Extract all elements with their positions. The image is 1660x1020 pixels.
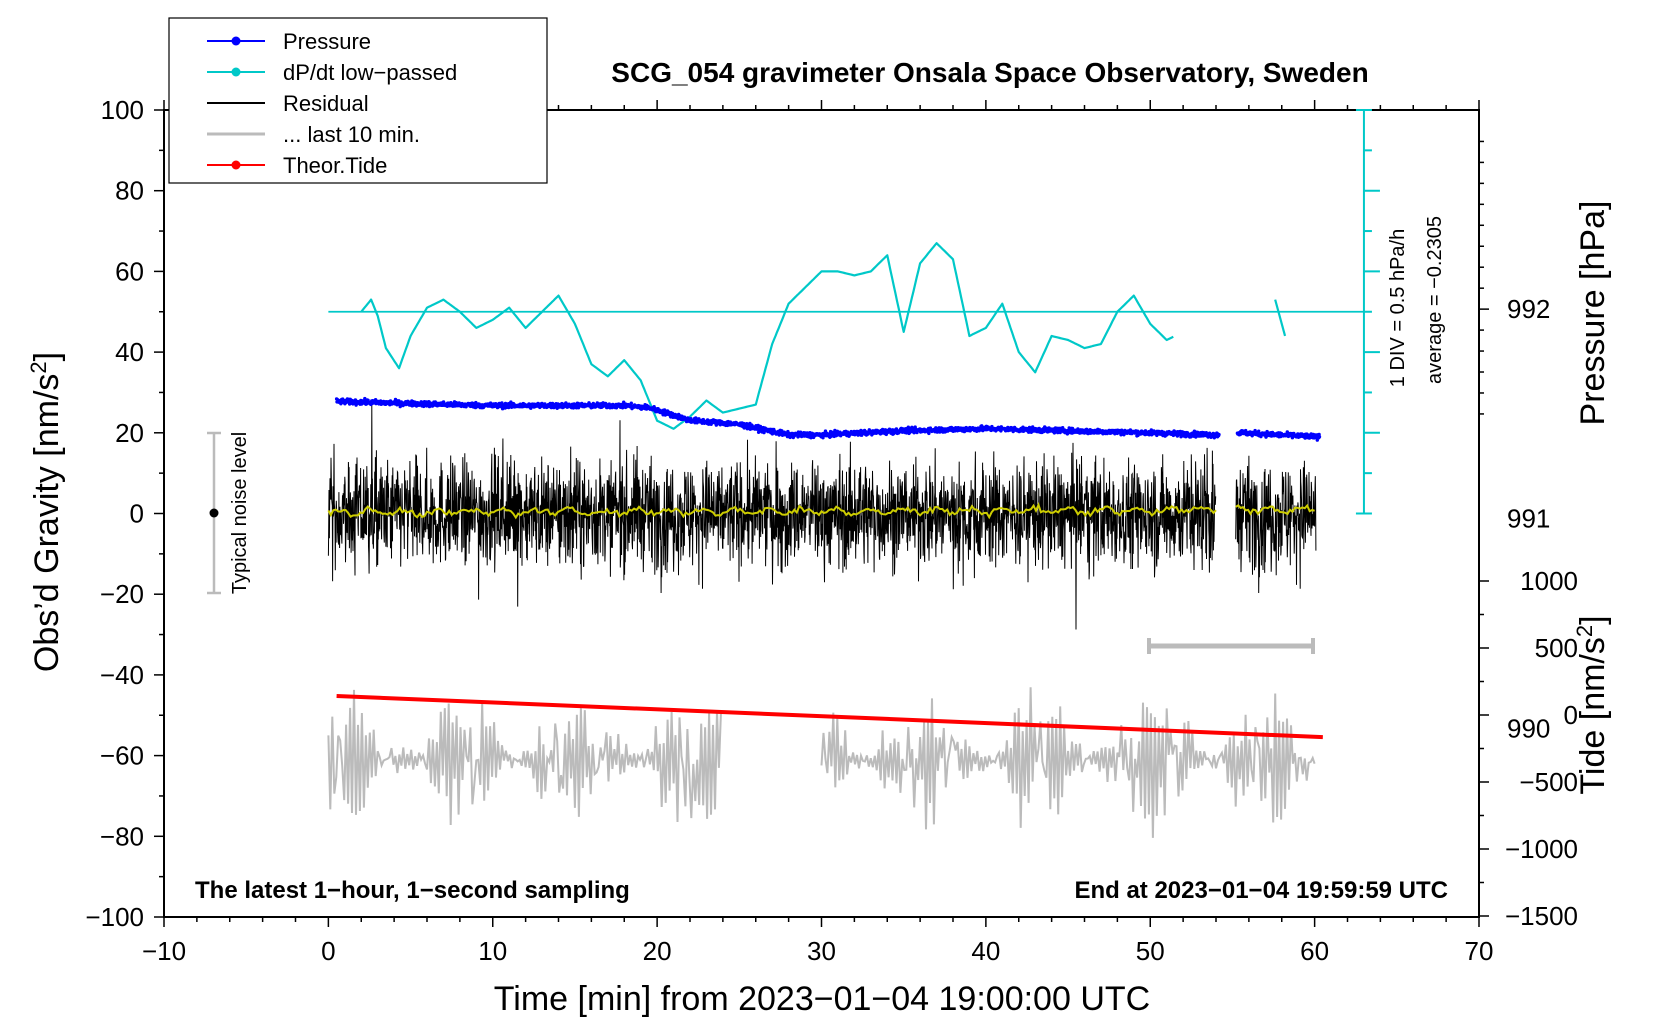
chart-title: SCG_054 gravimeter Onsala Space Observat… bbox=[611, 57, 1368, 88]
legend-marker bbox=[231, 160, 241, 170]
pressure-tick-labels: 992 991 990 bbox=[1507, 294, 1550, 743]
pressure-tick-label: 991 bbox=[1507, 504, 1550, 534]
x-tick-label: 10 bbox=[478, 936, 507, 966]
dpdt-series bbox=[328, 242, 1364, 430]
pressure-tick-label: 990 bbox=[1507, 713, 1550, 743]
residual-smoothed-line bbox=[1235, 503, 1315, 516]
y-tick-label: −80 bbox=[100, 821, 144, 851]
y-tick-label: −60 bbox=[100, 741, 144, 771]
average-label: average = −0.2305 bbox=[1424, 216, 1446, 384]
y-tick-label: 0 bbox=[130, 499, 144, 529]
y-tick-label: 20 bbox=[115, 418, 144, 448]
dpdt-late-line bbox=[1274, 299, 1287, 337]
residual-series bbox=[327, 404, 1317, 630]
x-tick-label: 20 bbox=[643, 936, 672, 966]
x-tick-label: 40 bbox=[971, 936, 1000, 966]
legend-label: Residual bbox=[283, 91, 369, 116]
pressure-series bbox=[334, 396, 1322, 442]
tide-tick-label: −1500 bbox=[1505, 901, 1578, 931]
legend-label: dP/dt low−passed bbox=[283, 60, 457, 85]
tide-tick-label: −1000 bbox=[1505, 834, 1578, 864]
x-tick-label: 60 bbox=[1300, 936, 1329, 966]
tide-tick-label: 0 bbox=[1564, 700, 1578, 730]
y-tick-label: 60 bbox=[115, 256, 144, 286]
legend: Pressure dP/dt low−passed Residual ... last… bbox=[168, 17, 548, 184]
legend-label: Theor.Tide bbox=[283, 153, 387, 178]
noise-marker bbox=[209, 508, 219, 518]
residual-line bbox=[1235, 455, 1317, 594]
y-tick-label: −20 bbox=[100, 579, 144, 609]
y-tick-label: −40 bbox=[100, 660, 144, 690]
y-tick-label: 40 bbox=[115, 337, 144, 367]
tide-tick-label: −500 bbox=[1519, 767, 1578, 797]
x-tick-label: 0 bbox=[321, 936, 335, 966]
noise-level-bar bbox=[207, 431, 221, 595]
x-tick-label: −10 bbox=[142, 936, 186, 966]
theoretical-tide-series bbox=[336, 693, 1323, 740]
tide-tick-labels: 1000 500 0 −500 −1000 −1500 bbox=[1505, 566, 1578, 931]
pressure-tick-label: 992 bbox=[1507, 294, 1550, 324]
tide-tick-label: 500 bbox=[1535, 633, 1578, 663]
residual-line bbox=[327, 404, 1217, 630]
pressure-axis-title: Pressure [hPa] bbox=[1574, 201, 1612, 426]
dpdt-line bbox=[360, 242, 1174, 430]
last-10-min-line bbox=[820, 687, 1316, 838]
y-tick-label: −100 bbox=[85, 902, 144, 932]
x-tick-label: 70 bbox=[1465, 936, 1494, 966]
last-10-min-series bbox=[327, 687, 1316, 838]
x-tick-label: 50 bbox=[1136, 936, 1165, 966]
x-tick-labels: −10 0 10 20 30 40 50 60 70 bbox=[142, 936, 1494, 966]
legend-marker bbox=[231, 36, 241, 46]
legend-marker bbox=[231, 67, 241, 77]
legend-label: Pressure bbox=[283, 29, 371, 54]
x-tick-label: 30 bbox=[807, 936, 836, 966]
legend-box bbox=[168, 17, 548, 184]
y-tick-labels: 100 80 60 40 20 0 −20 −40 −60 −80 −100 bbox=[85, 95, 144, 932]
noise-level-label: Typical noise level bbox=[229, 432, 251, 594]
y-tick-label: 80 bbox=[115, 176, 144, 206]
pressure-points bbox=[334, 396, 1322, 442]
ten-minute-bar bbox=[1147, 638, 1315, 654]
tide-line bbox=[336, 693, 1323, 740]
div-label: 1 DIV = 0.5 hPa/h bbox=[1387, 229, 1409, 387]
residual-smoothed-line bbox=[327, 501, 1217, 520]
footer-left-label: The latest 1−hour, 1−second sampling bbox=[195, 877, 630, 904]
x-axis-title: Time [min] from 2023−01−04 19:00:00 UTC bbox=[494, 980, 1150, 1018]
tide-axis-title: Tide [nm/s2] bbox=[1572, 615, 1613, 794]
last-10-min-line bbox=[327, 689, 722, 826]
y-tick-label: 100 bbox=[101, 95, 144, 125]
div-scale-bar bbox=[1355, 109, 1380, 515]
footer-right-label: End at 2023−01−04 19:59:59 UTC bbox=[1074, 877, 1448, 904]
y-axis-title: Obs’d Gravity [nm/s2] bbox=[26, 352, 67, 672]
legend-label: ... last 10 min. bbox=[283, 122, 420, 147]
tide-tick-label: 1000 bbox=[1520, 566, 1578, 596]
